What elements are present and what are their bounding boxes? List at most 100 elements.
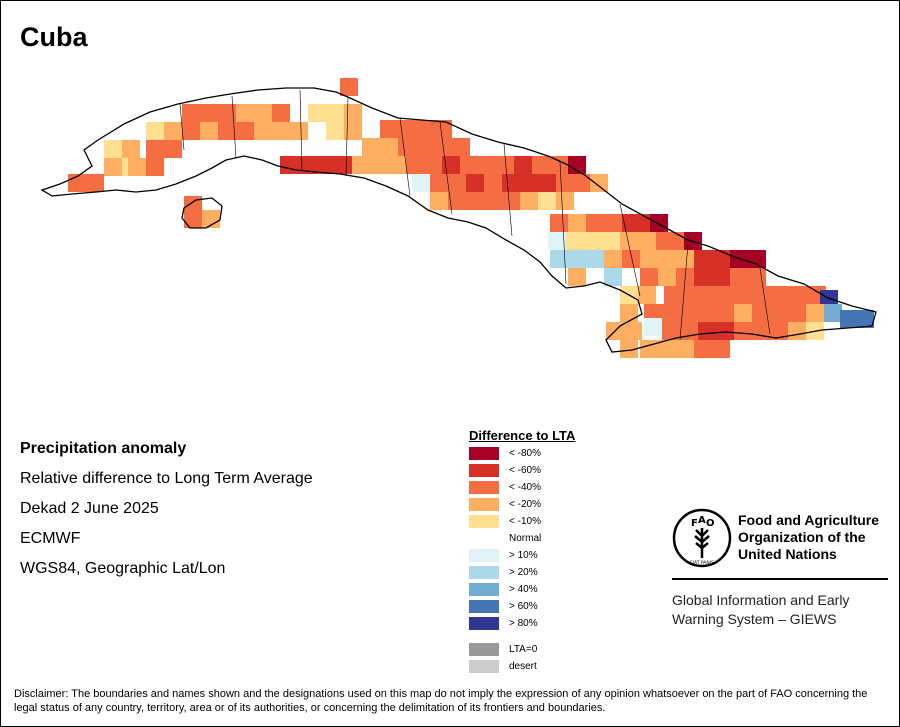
legend-classes: < -80% < -60% < -40% < -20% < -10% Normal > 10…: [469, 445, 649, 632]
info-heading: Precipitation anomaly: [20, 440, 187, 457]
info-line-4: WGS84, Geographic Lat/Lon: [20, 560, 226, 577]
anomaly-cell: [86, 174, 104, 192]
anomaly-cell: [754, 286, 772, 304]
legend-label: > 40%: [509, 584, 538, 595]
anomaly-cell: [840, 310, 858, 328]
anomaly-cell: [788, 322, 806, 340]
anomaly-cell: [380, 138, 398, 156]
anomaly-cell: [638, 232, 656, 250]
legend-label: < -10%: [509, 516, 541, 527]
anomaly-cell: [716, 322, 734, 340]
anomaly-cell: [334, 156, 352, 174]
anomaly-cell: [658, 250, 676, 268]
anomaly-cell: [448, 192, 466, 210]
anomaly-cell: [430, 192, 448, 210]
anomaly-cell: [280, 156, 298, 174]
legend-row: < -10%: [469, 513, 649, 530]
anomaly-cell: [290, 122, 308, 140]
anomaly-cell: [700, 286, 718, 304]
anomaly-cell: [104, 158, 122, 176]
legend-label: Normal: [509, 533, 542, 544]
anomaly-cell: [538, 174, 556, 192]
anomaly-cell: [712, 250, 730, 268]
anomaly-cell: [218, 122, 236, 140]
anomaly-cell: [650, 214, 668, 232]
legend-label: < -60%: [509, 465, 541, 476]
anomaly-cell: [514, 156, 532, 174]
info-line-2: Dekad 2 June 2025: [20, 500, 159, 517]
anomaly-cell: [550, 250, 568, 268]
anomaly-cell: [682, 286, 700, 304]
legend-title: Difference to LTA: [469, 428, 576, 443]
anomaly-cell: [202, 210, 220, 228]
anomaly-cell: [182, 122, 200, 140]
legend-row: < -20%: [469, 496, 649, 513]
isla-de-la-juventud-outline: [181, 197, 223, 229]
anomaly-cell: [532, 156, 550, 174]
anomaly-cell: [352, 156, 370, 174]
legend-row: LTA=0: [469, 641, 649, 658]
anomaly-cell: [254, 122, 272, 140]
anomaly-cell: [566, 232, 584, 250]
anomaly-cell: [478, 156, 496, 174]
anomaly-cell: [676, 340, 694, 358]
anomaly-cell: [308, 104, 326, 122]
info-line-3: ECMWF: [20, 530, 81, 547]
anomaly-cell: [200, 104, 218, 122]
anomaly-cell: [586, 214, 604, 232]
anomaly-cell: [398, 138, 416, 156]
anomaly-cell: [790, 286, 808, 304]
anomaly-cell: [146, 158, 164, 176]
anomaly-cell: [128, 158, 146, 176]
anomaly-cell: [718, 286, 736, 304]
anomaly-cell: [556, 192, 574, 210]
anomaly-cell: [734, 304, 752, 322]
fao-divider: [672, 578, 888, 580]
anomaly-cell: [676, 250, 694, 268]
legend-swatch: [469, 583, 499, 596]
anomaly-cell: [502, 192, 520, 210]
anomaly-cell: [772, 286, 790, 304]
legend-swatch: [469, 617, 499, 630]
anomaly-cell: [412, 174, 430, 192]
anomaly-cell: [466, 174, 484, 192]
anomaly-cell: [442, 156, 460, 174]
info-line-1: Relative difference to Long Term Average: [20, 470, 313, 487]
anomaly-cell: [548, 232, 566, 250]
legend-row: > 10%: [469, 547, 649, 564]
anomaly-cell: [694, 250, 712, 268]
anomaly-cell: [620, 340, 638, 358]
anomaly-cell: [624, 322, 642, 340]
anomaly-cell: [104, 140, 122, 158]
anomaly-cell: [272, 122, 290, 140]
disclaimer: Disclaimer: The boundaries and names sho…: [14, 688, 868, 714]
legend-row: Normal: [469, 530, 649, 547]
anomaly-cell: [460, 156, 478, 174]
anomaly-cell: [416, 138, 434, 156]
anomaly-cell: [184, 210, 202, 228]
anomaly-cell: [622, 214, 640, 232]
legend-swatch: [469, 498, 499, 511]
anomaly-cell: [272, 104, 290, 122]
anomaly-cell: [604, 214, 622, 232]
fao-logo-icon: F A O FIAT PANIS: [672, 508, 732, 568]
anomaly-cell: [556, 174, 574, 192]
anomaly-cell: [388, 156, 406, 174]
anomaly-cell: [326, 122, 344, 140]
anomaly-cell: [640, 340, 658, 358]
legend-swatch: [469, 532, 499, 545]
legend-label: < -80%: [509, 448, 541, 459]
anomaly-cell: [752, 322, 770, 340]
anomaly-cell: [236, 104, 254, 122]
svg-text:F: F: [691, 518, 698, 529]
anomaly-cell: [604, 250, 622, 268]
anomaly-cell: [656, 232, 674, 250]
anomaly-cell: [430, 174, 448, 192]
anomaly-cell: [770, 322, 788, 340]
anomaly-cell: [164, 140, 182, 158]
anomaly-cell: [344, 104, 362, 122]
legend-swatch: [469, 515, 499, 528]
legend-swatch: [469, 549, 499, 562]
anomaly-cell: [362, 138, 380, 156]
anomaly-cell: [184, 196, 202, 214]
